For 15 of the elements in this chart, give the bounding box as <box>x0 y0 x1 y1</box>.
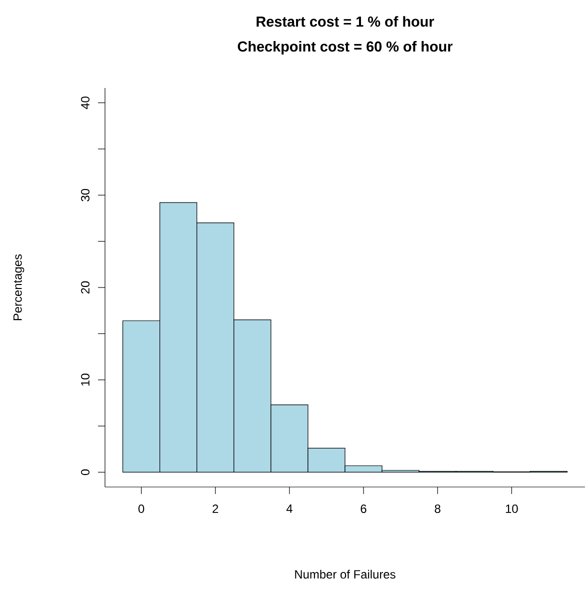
y-tick-label: 20 <box>81 281 90 294</box>
chart-subtitle: Checkpoint cost = 60 % of hour <box>238 41 453 54</box>
x-tick-label: 4 <box>286 504 292 513</box>
y-tick-label: 30 <box>81 188 90 202</box>
y-tick-label: 40 <box>81 96 90 110</box>
y-axis-title: Percentages <box>13 254 24 320</box>
x-tick-label: 2 <box>212 504 218 513</box>
y-tick-label: 0 <box>81 469 90 476</box>
x-tick-label: 0 <box>138 504 144 513</box>
y-tick-label: 10 <box>81 374 90 386</box>
chart-title: Restart cost = 1 % of hour <box>256 16 434 27</box>
x-tick-label: 10 <box>506 504 518 513</box>
x-axis-title: Number of Failures <box>295 570 396 579</box>
x-tick-label: 8 <box>434 504 440 513</box>
x-tick-label: 6 <box>360 504 366 513</box>
